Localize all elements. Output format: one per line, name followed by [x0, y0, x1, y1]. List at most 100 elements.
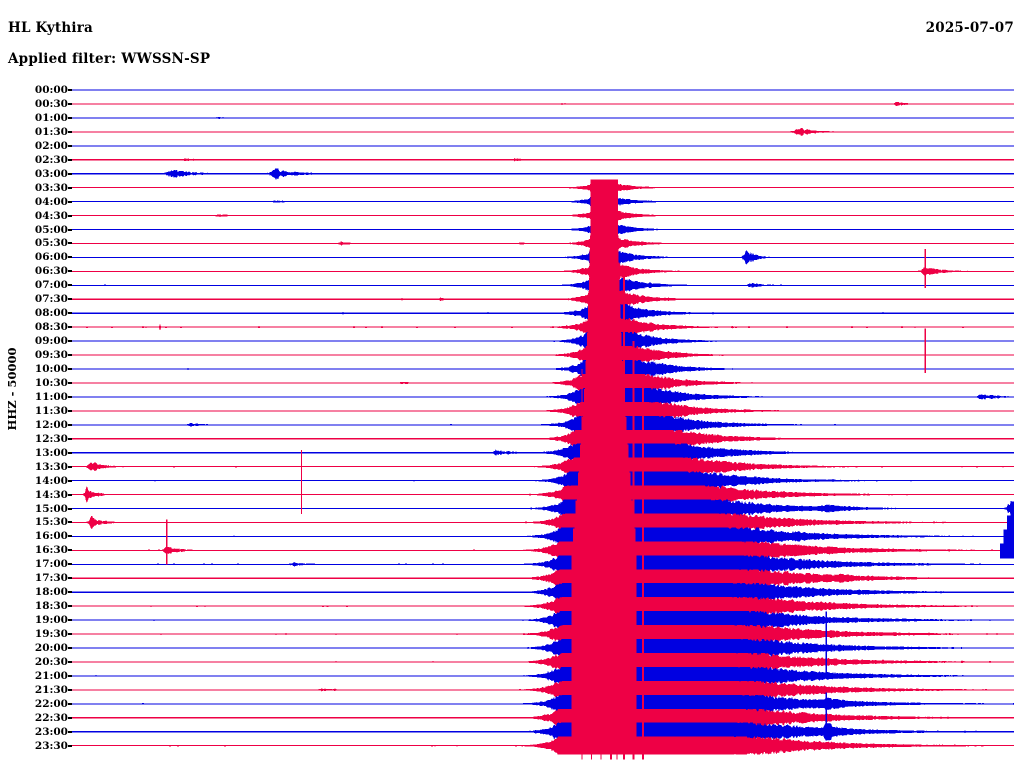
seismic-trace	[72, 387, 1014, 406]
row-tick-mark	[68, 423, 72, 426]
isolated-spike	[825, 692, 827, 735]
major-event-spike	[632, 341, 635, 760]
row-tick-mark	[68, 256, 72, 259]
row-tick-mark	[68, 577, 72, 580]
seismic-trace	[72, 652, 1014, 671]
applied-filter-label: Applied filter: WWSSN-SP	[8, 51, 211, 67]
seismic-trace	[72, 234, 1014, 252]
seismic-trace	[72, 583, 1014, 602]
major-event-saturation	[571, 709, 637, 726]
major-event-saturation	[586, 333, 622, 349]
row-tick-mark	[68, 521, 72, 524]
row-tick-mark	[68, 549, 72, 552]
seismogram-plot: 00:00 00:30 01:00 01:30 02:00 02:30 03:00 03:30…	[0, 82, 1024, 780]
seismic-trace	[72, 360, 1014, 378]
row-tick-mark	[68, 744, 72, 747]
row-tick-mark	[68, 326, 72, 329]
major-event-saturation	[590, 193, 618, 210]
edge-event-saturation	[1007, 515, 1014, 531]
row-time-label: 14:30	[34, 488, 68, 501]
row-time-label: 02:00	[34, 139, 68, 152]
seismic-trace	[72, 248, 1014, 267]
major-event-saturation	[575, 500, 633, 517]
row-time-label: 13:30	[34, 460, 68, 473]
row-time-label: 08:30	[34, 321, 68, 334]
row-tick-mark	[68, 200, 72, 203]
seismic-trace	[72, 527, 1014, 546]
isolated-spike	[924, 328, 926, 374]
row-tick-mark	[68, 158, 72, 161]
row-tick-mark	[68, 605, 72, 608]
major-event-saturation	[573, 528, 636, 545]
row-tick-mark	[68, 130, 72, 133]
major-event-spike	[641, 382, 644, 760]
row-tick-mark	[68, 89, 72, 91]
row-tick-mark	[68, 507, 72, 510]
row-time-label: 06:00	[34, 251, 68, 264]
major-event-saturation	[583, 402, 626, 419]
major-event-saturation	[586, 347, 623, 363]
row-time-label: 02:30	[34, 153, 68, 166]
row-tick-mark	[68, 312, 72, 315]
row-time-label: 09:30	[34, 349, 68, 362]
row-tick-mark	[68, 619, 72, 622]
seismic-trace	[72, 471, 1014, 490]
seismic-trace	[72, 429, 1014, 448]
row-time-label: 20:30	[34, 655, 68, 668]
row-time-label: 16:30	[34, 544, 68, 557]
major-event-saturation	[571, 654, 637, 670]
row-time-label: 17:30	[34, 572, 68, 585]
row-tick-mark	[68, 242, 72, 245]
row-tick-mark	[68, 228, 72, 231]
row-tick-mark	[68, 381, 72, 384]
seismic-trace	[72, 208, 1014, 223]
row-time-label: 22:30	[34, 711, 68, 724]
row-time-label: 04:30	[34, 209, 68, 222]
seismic-trace	[72, 639, 1014, 657]
row-time-label: 23:30	[34, 739, 68, 752]
major-event-saturation	[580, 444, 629, 461]
row-time-label: 07:00	[34, 279, 68, 292]
seismic-trace	[72, 555, 1014, 574]
major-event-saturation	[582, 416, 627, 433]
row-tick-mark	[68, 660, 72, 663]
row-tick-mark	[68, 535, 72, 538]
isolated-spike	[825, 611, 827, 679]
row-tick-mark	[68, 674, 72, 677]
row-time-label: 10:30	[34, 376, 68, 389]
row-time-label: 17:00	[34, 558, 68, 571]
seismic-trace	[72, 611, 1014, 630]
seismic-trace	[72, 680, 1014, 699]
major-event-saturation	[571, 667, 637, 684]
major-event-spike	[600, 190, 602, 760]
row-time-label: 01:30	[34, 125, 68, 138]
seismic-trace	[72, 116, 1014, 119]
row-time-label: 03:00	[34, 167, 68, 180]
row-time-label: 19:30	[34, 628, 68, 641]
seismic-trace	[72, 262, 1014, 281]
major-event-saturation	[571, 556, 637, 573]
major-event-spike	[623, 271, 626, 760]
seismic-trace	[72, 443, 1014, 462]
seismic-trace	[72, 102, 1014, 106]
row-time-label: 12:30	[34, 432, 68, 445]
isolated-spike	[924, 249, 926, 289]
row-time-label: 16:00	[34, 530, 68, 543]
row-tick-mark	[68, 493, 72, 496]
major-event-saturation	[588, 305, 621, 322]
seismic-trace	[72, 597, 1014, 616]
major-event-saturation	[588, 291, 620, 308]
major-event-saturation	[590, 235, 619, 252]
row-tick-mark	[68, 214, 72, 217]
row-tick-mark	[68, 591, 72, 594]
isolated-spike	[166, 519, 168, 565]
major-event-saturation	[587, 319, 621, 336]
seismic-trace	[72, 485, 1014, 504]
row-time-label: 00:00	[34, 84, 68, 96]
row-time-label: 19:00	[34, 614, 68, 627]
row-time-label: 10:00	[34, 363, 68, 375]
major-event-saturation	[585, 361, 623, 377]
record-date: 2025-07-07	[925, 20, 1014, 36]
row-tick-mark	[68, 633, 72, 636]
